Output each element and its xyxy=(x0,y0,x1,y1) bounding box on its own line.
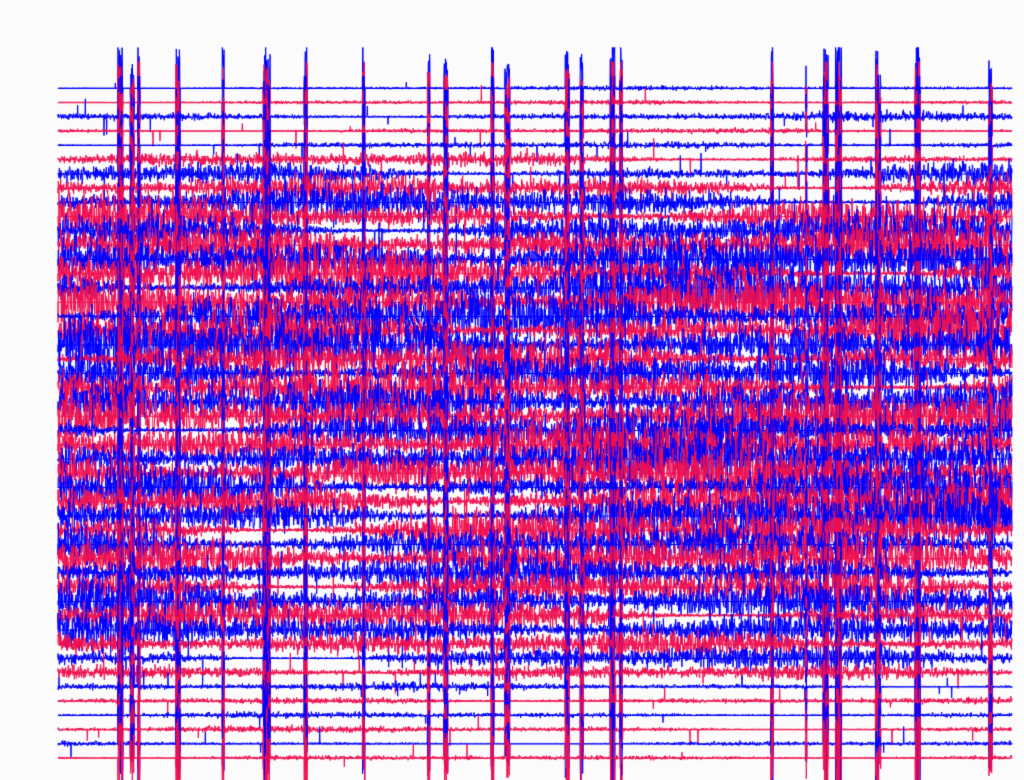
seismogram-traces xyxy=(0,0,1024,780)
helicorder-page: HL Patra (P.P.C.) Applied filter: WWSSN-… xyxy=(0,0,1024,780)
